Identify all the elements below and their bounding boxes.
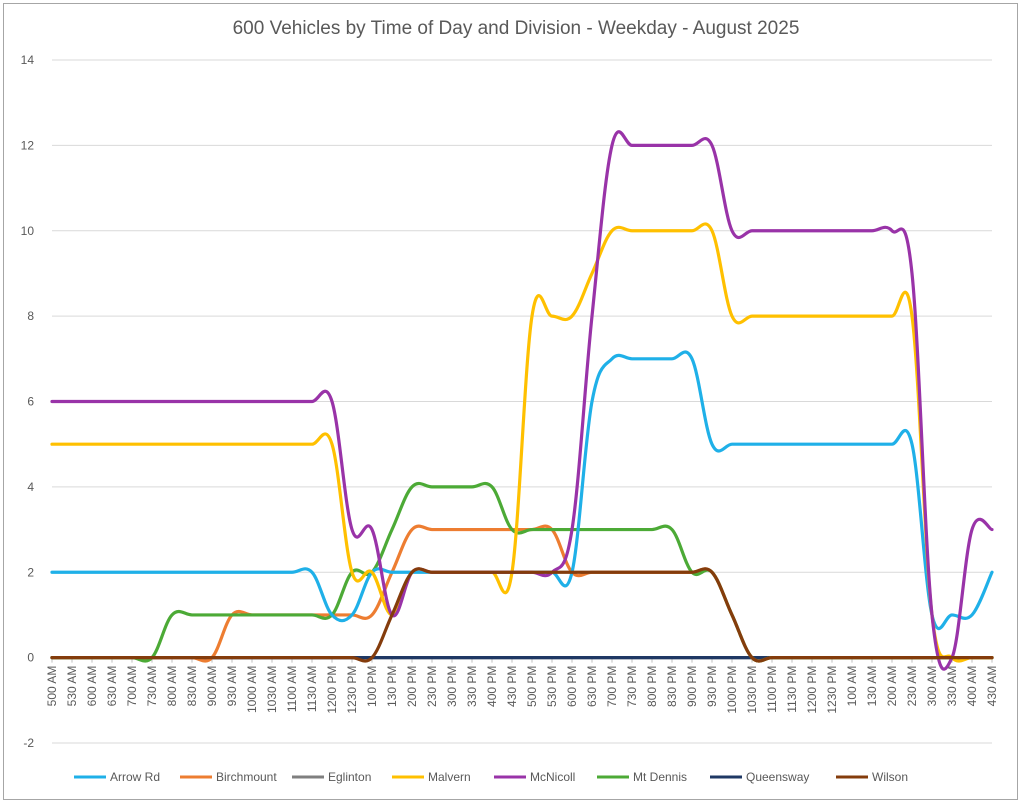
y-tick-label: 0 <box>27 651 34 665</box>
x-tick-label: 1230 PM <box>825 666 839 714</box>
x-tick-label: 900 PM <box>685 666 699 707</box>
x-tick-label: 400 PM <box>485 666 499 707</box>
x-tick-label: 1030 AM <box>265 666 279 713</box>
legend-label: Eglinton <box>328 770 371 784</box>
x-tick-label: 1200 PM <box>325 666 339 714</box>
y-axis-ticks: -2 0 2 4 6 8 10 12 14 <box>21 53 35 750</box>
series-lines <box>50 130 994 671</box>
x-tick-label: 1100 AM <box>285 666 299 712</box>
legend-label: Malvern <box>428 770 471 784</box>
legend-label: Mt Dennis <box>633 770 687 784</box>
y-tick-label: 10 <box>21 224 35 238</box>
y-tick-label: 8 <box>27 309 34 323</box>
x-tick-label: 130 AM <box>865 666 879 707</box>
y-tick-label: -2 <box>23 736 34 750</box>
x-tick-label: 300 PM <box>445 666 459 707</box>
x-tick-label: 930 PM <box>705 666 719 707</box>
x-tick-label: 600 AM <box>85 666 99 707</box>
chart-frame: 600 Vehicles by Time of Day and Division… <box>3 3 1018 800</box>
legend-label: McNicoll <box>530 770 575 784</box>
x-tick-label: 830 AM <box>185 666 199 707</box>
x-tick-label: 230 AM <box>905 666 919 707</box>
x-tick-label: 1230 PM <box>345 666 359 714</box>
x-tick-label: 430 AM <box>985 666 999 707</box>
x-tick-label: 700 PM <box>605 666 619 707</box>
x-tick-label: 1130 AM <box>305 666 319 712</box>
x-tick-label: 500 PM <box>525 666 539 707</box>
x-tick-label: 400 AM <box>965 666 979 707</box>
x-tick-label: 1000 AM <box>245 666 259 713</box>
x-tick-label: 300 AM <box>925 666 939 707</box>
x-tick-label: 500 AM <box>45 666 59 707</box>
x-tick-label: 200 AM <box>885 666 899 707</box>
x-tick-label: 530 PM <box>545 666 559 707</box>
x-tick-label: 630 PM <box>585 666 599 707</box>
x-tick-label: 1000 PM <box>725 666 739 714</box>
x-tick-label: 230 PM <box>425 666 439 707</box>
x-tick-label: 600 PM <box>565 666 579 707</box>
y-tick-label: 2 <box>27 565 34 579</box>
x-tick-label: 430 PM <box>505 666 519 707</box>
series-line-arrow-rd <box>50 350 994 631</box>
legend-label: Wilson <box>872 770 908 784</box>
x-tick-label: 130 PM <box>385 666 399 707</box>
x-tick-label: 730 AM <box>145 666 159 707</box>
x-tick-label: 330 PM <box>465 666 479 707</box>
x-tick-label: 100 PM <box>365 666 379 707</box>
legend-label: Arrow Rd <box>110 770 160 784</box>
x-tick-label: 1030 PM <box>745 666 759 714</box>
x-tick-label: 930 AM <box>225 666 239 707</box>
x-tick-label: 730 PM <box>625 666 639 707</box>
x-axis-ticks: 500 AM 530 AM 600 AM 630 AM 700 AM 730 AM 800 … <box>45 666 999 714</box>
series-line-malvern <box>50 222 994 663</box>
y-tick-label: 6 <box>27 395 34 409</box>
x-tick-label: 1200 PM <box>805 666 819 714</box>
series-line-mcnicoll <box>50 130 994 671</box>
x-tick-label: 830 PM <box>665 666 679 707</box>
x-tick-label: 900 AM <box>205 666 219 707</box>
x-tick-label: 330 AM <box>945 666 959 707</box>
legend: Arrow Rd Birchmount Eglinton Malvern McNicol… <box>74 770 908 784</box>
x-tick-label: 100 AM <box>845 666 859 707</box>
x-tick-label: 800 PM <box>645 666 659 707</box>
x-tick-label: 1130 PM <box>785 666 799 713</box>
x-tick-label: 800 AM <box>165 666 179 707</box>
y-tick-label: 14 <box>21 53 35 67</box>
legend-label: Birchmount <box>216 770 277 784</box>
x-tick-label: 1100 PM <box>765 666 779 713</box>
line-chart: 600 Vehicles by Time of Day and Division… <box>21 18 999 784</box>
chart-title: 600 Vehicles by Time of Day and Division… <box>233 18 800 39</box>
x-tick-label: 200 PM <box>405 666 419 707</box>
series-line-birchmount <box>50 524 994 663</box>
y-tick-label: 4 <box>27 480 34 494</box>
y-tick-label: 12 <box>21 138 35 152</box>
x-tick-label: 530 AM <box>65 666 79 707</box>
x-tick-label: 700 AM <box>125 666 139 707</box>
legend-label: Queensway <box>746 770 809 784</box>
x-tick-label: 630 AM <box>105 666 119 707</box>
series-line-wilson <box>50 567 994 663</box>
